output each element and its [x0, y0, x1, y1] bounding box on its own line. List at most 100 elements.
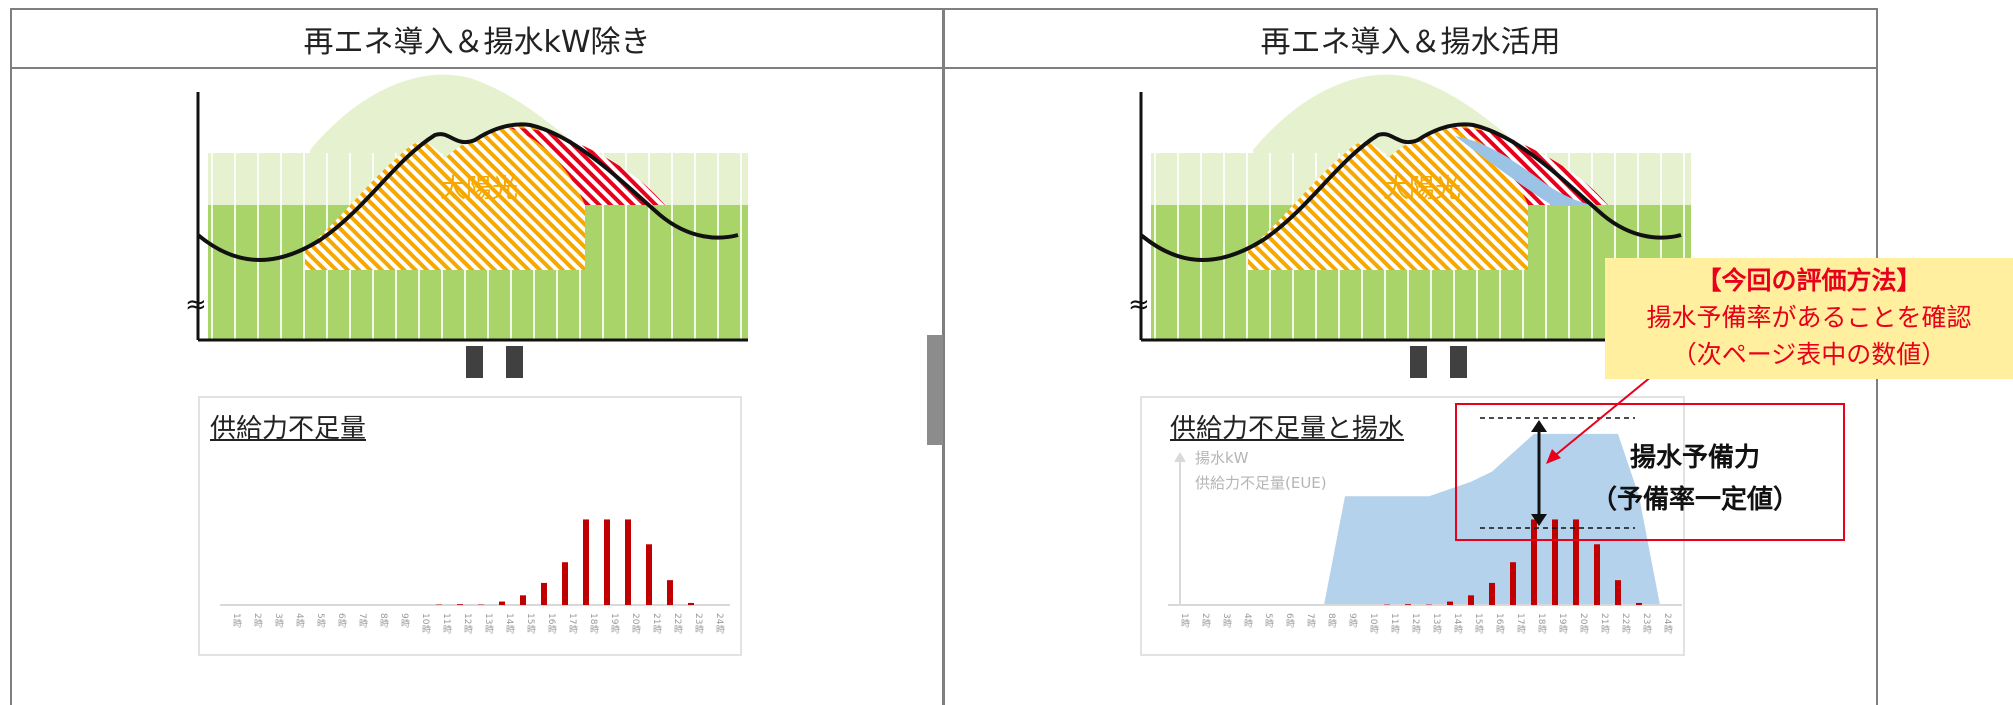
legend-eue: 供給力不足量(EUE) [1195, 474, 1327, 492]
hour-label: 16時 [1494, 613, 1504, 634]
shortfall-bar [562, 562, 568, 605]
hour-label: 2時 [1200, 613, 1210, 628]
evaluation-method-title: 【今回の評価方法】 [1696, 266, 1922, 295]
hour-label: 4時 [294, 613, 304, 628]
hour-label: 10時 [1368, 613, 1378, 634]
hour-label: 17時 [567, 613, 577, 634]
hour-label: 21時 [651, 613, 661, 634]
hour-label: 18時 [1536, 613, 1546, 634]
hour-label: 9時 [399, 613, 409, 628]
pump-axis-arrow [1174, 452, 1186, 462]
hour-label: 10時 [420, 613, 430, 634]
callout-pointer [1546, 375, 1653, 464]
shortfall-bar [1636, 602, 1642, 605]
shortfall-bar [1573, 519, 1579, 605]
hour-label: 1時 [1179, 613, 1189, 628]
hour-label: 2時 [252, 613, 262, 628]
shortfall-bar [646, 544, 652, 605]
left-panel-header: 再エネ導入＆揚水kW除き [12, 10, 942, 69]
hour-label: 23時 [1641, 613, 1651, 634]
shortfall-bar [625, 519, 631, 605]
hour-label: 20時 [1578, 613, 1588, 634]
right-stop-mark-2 [1450, 346, 1467, 378]
hour-label: 3時 [1221, 613, 1231, 628]
hour-label: 8時 [378, 613, 388, 628]
demand-curve [1139, 122, 1682, 262]
hour-label: 22時 [672, 613, 682, 634]
shortfall-bar [604, 519, 610, 605]
right-stop-mark-1 [1410, 346, 1427, 378]
left-hour-labels: 1時 2時 3時 4時 5時 6時 7時 8時 9時 10時 11時 12時 13時 14時 15時 16時 1… [222, 613, 726, 633]
left-shortfall-box: 供給力不足量 [198, 396, 742, 656]
shortfall-bar [1405, 604, 1411, 605]
shortfall-bar [1615, 580, 1621, 605]
hour-label: 5時 [315, 613, 325, 628]
hour-label: 12時 [1410, 613, 1420, 634]
hour-label: 24時 [1662, 613, 1672, 634]
pump-reserve-line1: 揚水予備力 [1629, 443, 1760, 473]
solar-area [1248, 125, 1528, 270]
pump-reserve-label: 揚水予備力 （予備率一定値） [1575, 437, 1815, 521]
shortfall-bar [1489, 582, 1495, 605]
hour-label: 13時 [483, 613, 493, 634]
shortfall-bar [688, 602, 694, 605]
shortfall-bar [1531, 519, 1537, 605]
hour-label: 7時 [1305, 613, 1315, 628]
hour-label: 24時 [714, 613, 724, 634]
hour-label: 14時 [504, 613, 514, 634]
left-supply-chart [196, 74, 748, 342]
pumped-storage-area [1455, 136, 1595, 206]
shortfall-bar [1468, 595, 1474, 605]
demand-curve [196, 122, 739, 262]
left-shortfall-chart [220, 519, 730, 606]
hour-label: 19時 [1557, 613, 1567, 634]
shortfall-bar [1510, 562, 1516, 605]
right-shortfall-title: 供給力不足量と揚水 [1170, 414, 1405, 444]
hour-label: 9時 [1347, 613, 1357, 628]
evaluation-method-line1: 揚水予備率があることを確認 [1646, 303, 1972, 332]
hour-label: 20時 [630, 613, 640, 634]
shortfall-bar [1594, 544, 1600, 605]
hour-label: 14時 [1452, 613, 1462, 634]
hour-label: 6時 [336, 613, 346, 628]
right-supply-chart [1139, 74, 1691, 342]
left-shortfall-title: 供給力不足量 [210, 414, 367, 444]
pump-reserve-indicator [1480, 417, 1635, 529]
right-panel-header: 再エネ導入＆揚水活用 [945, 10, 1876, 69]
hour-label: 15時 [1473, 613, 1483, 634]
hour-label: 23時 [693, 613, 703, 634]
hour-label: 3時 [273, 613, 283, 628]
solar-area [305, 125, 585, 270]
evaluation-method-callout: 【今回の評価方法】 揚水予備率があることを確認 （次ページ表中の数値） [1605, 258, 2013, 379]
hour-label: 12時 [462, 613, 472, 634]
shortfall-bar [667, 580, 673, 605]
shortfall-bar [499, 601, 505, 605]
hour-label: 13時 [1431, 613, 1441, 634]
hour-label: 16時 [546, 613, 556, 634]
left-axis-break-mark: ≈ [185, 290, 207, 320]
left-stop-mark-2 [506, 346, 523, 378]
shortfall-bar [520, 595, 526, 605]
hour-label: 11時 [441, 613, 451, 634]
hour-label: 18時 [588, 613, 598, 634]
pump-reserve-line2: （予備率一定値） [1590, 485, 1799, 515]
legend-pump-kw: 揚水kW [1195, 449, 1249, 467]
left-solar-label: 太陽光 [440, 174, 519, 204]
shortfall-bar [583, 519, 589, 605]
hour-label: 8時 [1326, 613, 1336, 628]
hour-label: 1時 [231, 613, 241, 628]
hour-label: 21時 [1599, 613, 1609, 634]
hour-label: 11時 [1389, 613, 1399, 634]
hour-label: 6時 [1284, 613, 1294, 628]
hour-label: 19時 [609, 613, 619, 634]
hour-label: 5時 [1263, 613, 1273, 628]
shortfall-bar [457, 604, 463, 605]
hour-label: 7時 [357, 613, 367, 628]
right-axis-break-mark: ≈ [1128, 290, 1150, 320]
left-stop-mark-1 [466, 346, 483, 378]
right-hour-labels: 1時 2時 3時 4時 5時 6時 7時 8時 9時 10時 11時 12時 13時 14時 15時 16時 1… [1170, 613, 1674, 633]
pump-reserve-frame [1455, 403, 1845, 541]
evaluation-method-line2: （次ページ表中の数値） [1671, 340, 1947, 369]
hour-label: 15時 [525, 613, 535, 634]
hour-label: 4時 [1242, 613, 1252, 628]
